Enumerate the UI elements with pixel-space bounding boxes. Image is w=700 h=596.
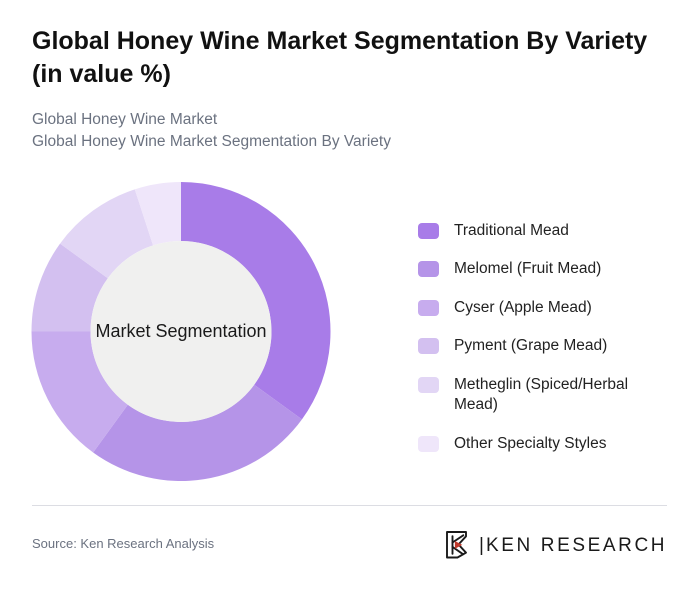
svg-text:|: | xyxy=(479,535,484,556)
svg-text:KEN RESEARCH: KEN RESEARCH xyxy=(486,535,667,556)
